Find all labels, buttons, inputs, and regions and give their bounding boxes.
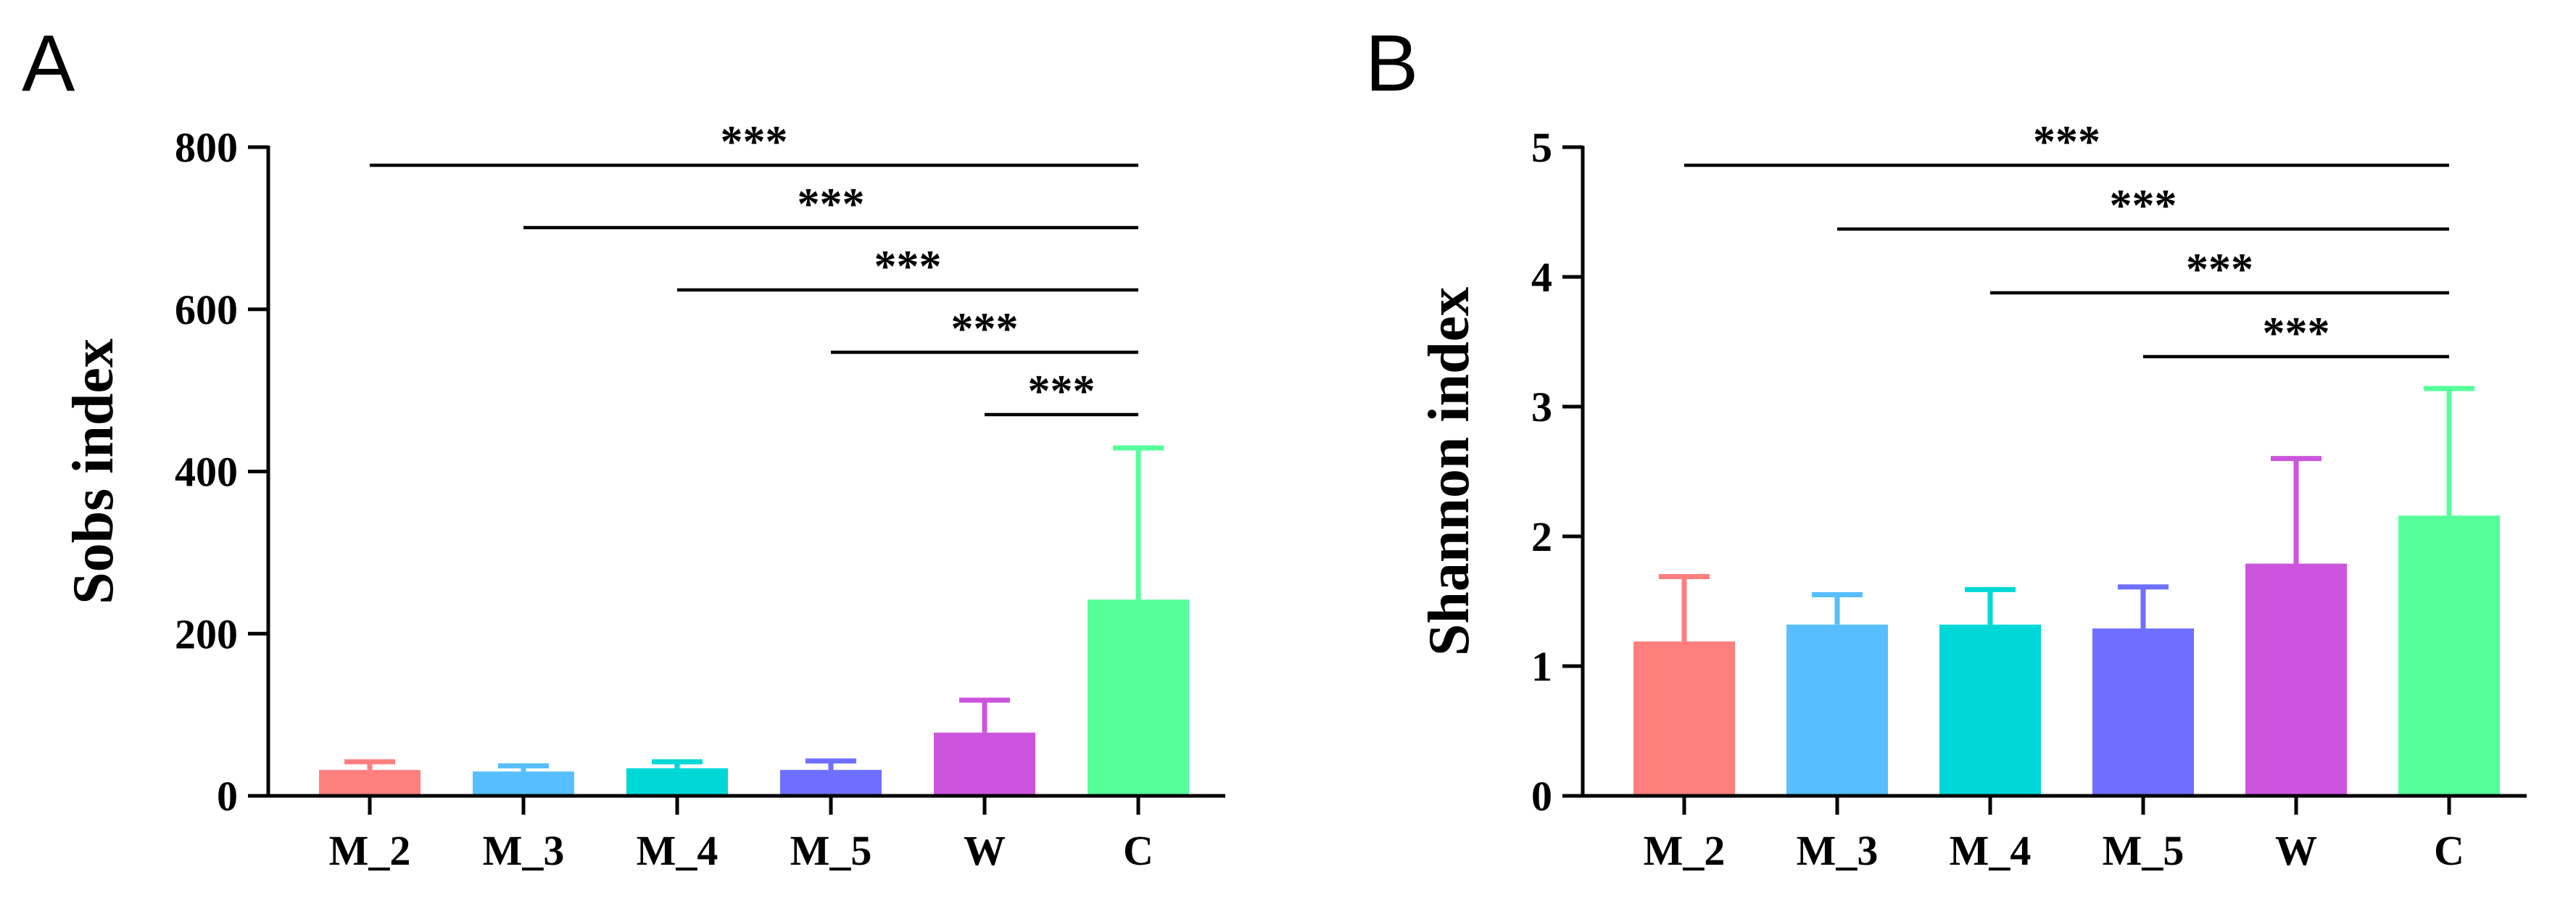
panel-letter: B: [1365, 19, 1418, 108]
significance-label-M_3-C: ***: [2110, 181, 2177, 230]
x-tick-label-M_3: M_3: [483, 827, 565, 874]
x-tick-label-C: C: [1123, 827, 1154, 874]
significance-label-M_5-C: ***: [951, 304, 1019, 354]
y-axis-title: Shannon index: [1417, 287, 1481, 656]
bar-C: [2398, 515, 2500, 796]
y-tick-label: 3: [1531, 383, 1552, 431]
y-tick-label: 5: [1531, 124, 1552, 171]
x-tick-label-M_4: M_4: [1950, 827, 2032, 874]
significance-label-M_2-C: ***: [721, 117, 788, 167]
bar-M_5: [2092, 628, 2194, 796]
bar-M_4: [1939, 624, 2041, 796]
significance-label-M_4-C: ***: [2186, 245, 2253, 294]
y-tick-label: 4: [1531, 254, 1552, 301]
x-tick-label-M_5: M_5: [790, 827, 872, 874]
y-tick-label: 400: [175, 449, 238, 496]
y-tick-label: 0: [1531, 773, 1552, 820]
y-tick-label: 200: [175, 610, 238, 657]
y-tick-label: 0: [217, 773, 238, 820]
x-tick-label-M_3: M_3: [1797, 827, 1879, 874]
significance-label-M_5-C: ***: [2263, 309, 2330, 358]
bar-M_5: [780, 770, 882, 796]
y-tick-label: 800: [175, 124, 238, 171]
significance-label-M_4-C: ***: [874, 242, 942, 291]
bar-M_2: [1633, 641, 1735, 796]
x-tick-label-C: C: [2434, 827, 2464, 874]
x-tick-label-W: W: [2275, 827, 2317, 874]
x-tick-label-M_4: M_4: [637, 827, 718, 874]
y-tick-label: 2: [1531, 513, 1552, 560]
bar-W: [934, 732, 1035, 796]
y-axis-title: Sobs index: [62, 338, 125, 605]
bar-W: [2245, 563, 2347, 796]
panel-letter: A: [22, 19, 75, 108]
x-tick-label-M_5: M_5: [2103, 827, 2184, 874]
significance-label-W-C: ***: [1028, 367, 1096, 416]
x-tick-label-M_2: M_2: [1644, 827, 1726, 874]
bar-M_2: [319, 770, 421, 796]
bar-M_3: [473, 771, 574, 796]
panel-a: A Sobs index 0 200 400 600 800 M_2 M_3 M_4 M_5 W C **…: [22, 19, 1225, 874]
bar-M_3: [1786, 624, 1888, 796]
x-tick-label-M_2: M_2: [329, 827, 411, 874]
y-tick-label: 600: [175, 286, 238, 333]
x-tick-label-W: W: [964, 827, 1006, 874]
significance-label-M_3-C: ***: [798, 180, 865, 229]
bar-M_4: [626, 768, 728, 796]
y-tick-label: 1: [1531, 643, 1552, 690]
significance-label-M_2-C: ***: [2033, 117, 2100, 167]
bar-C: [1088, 599, 1189, 796]
